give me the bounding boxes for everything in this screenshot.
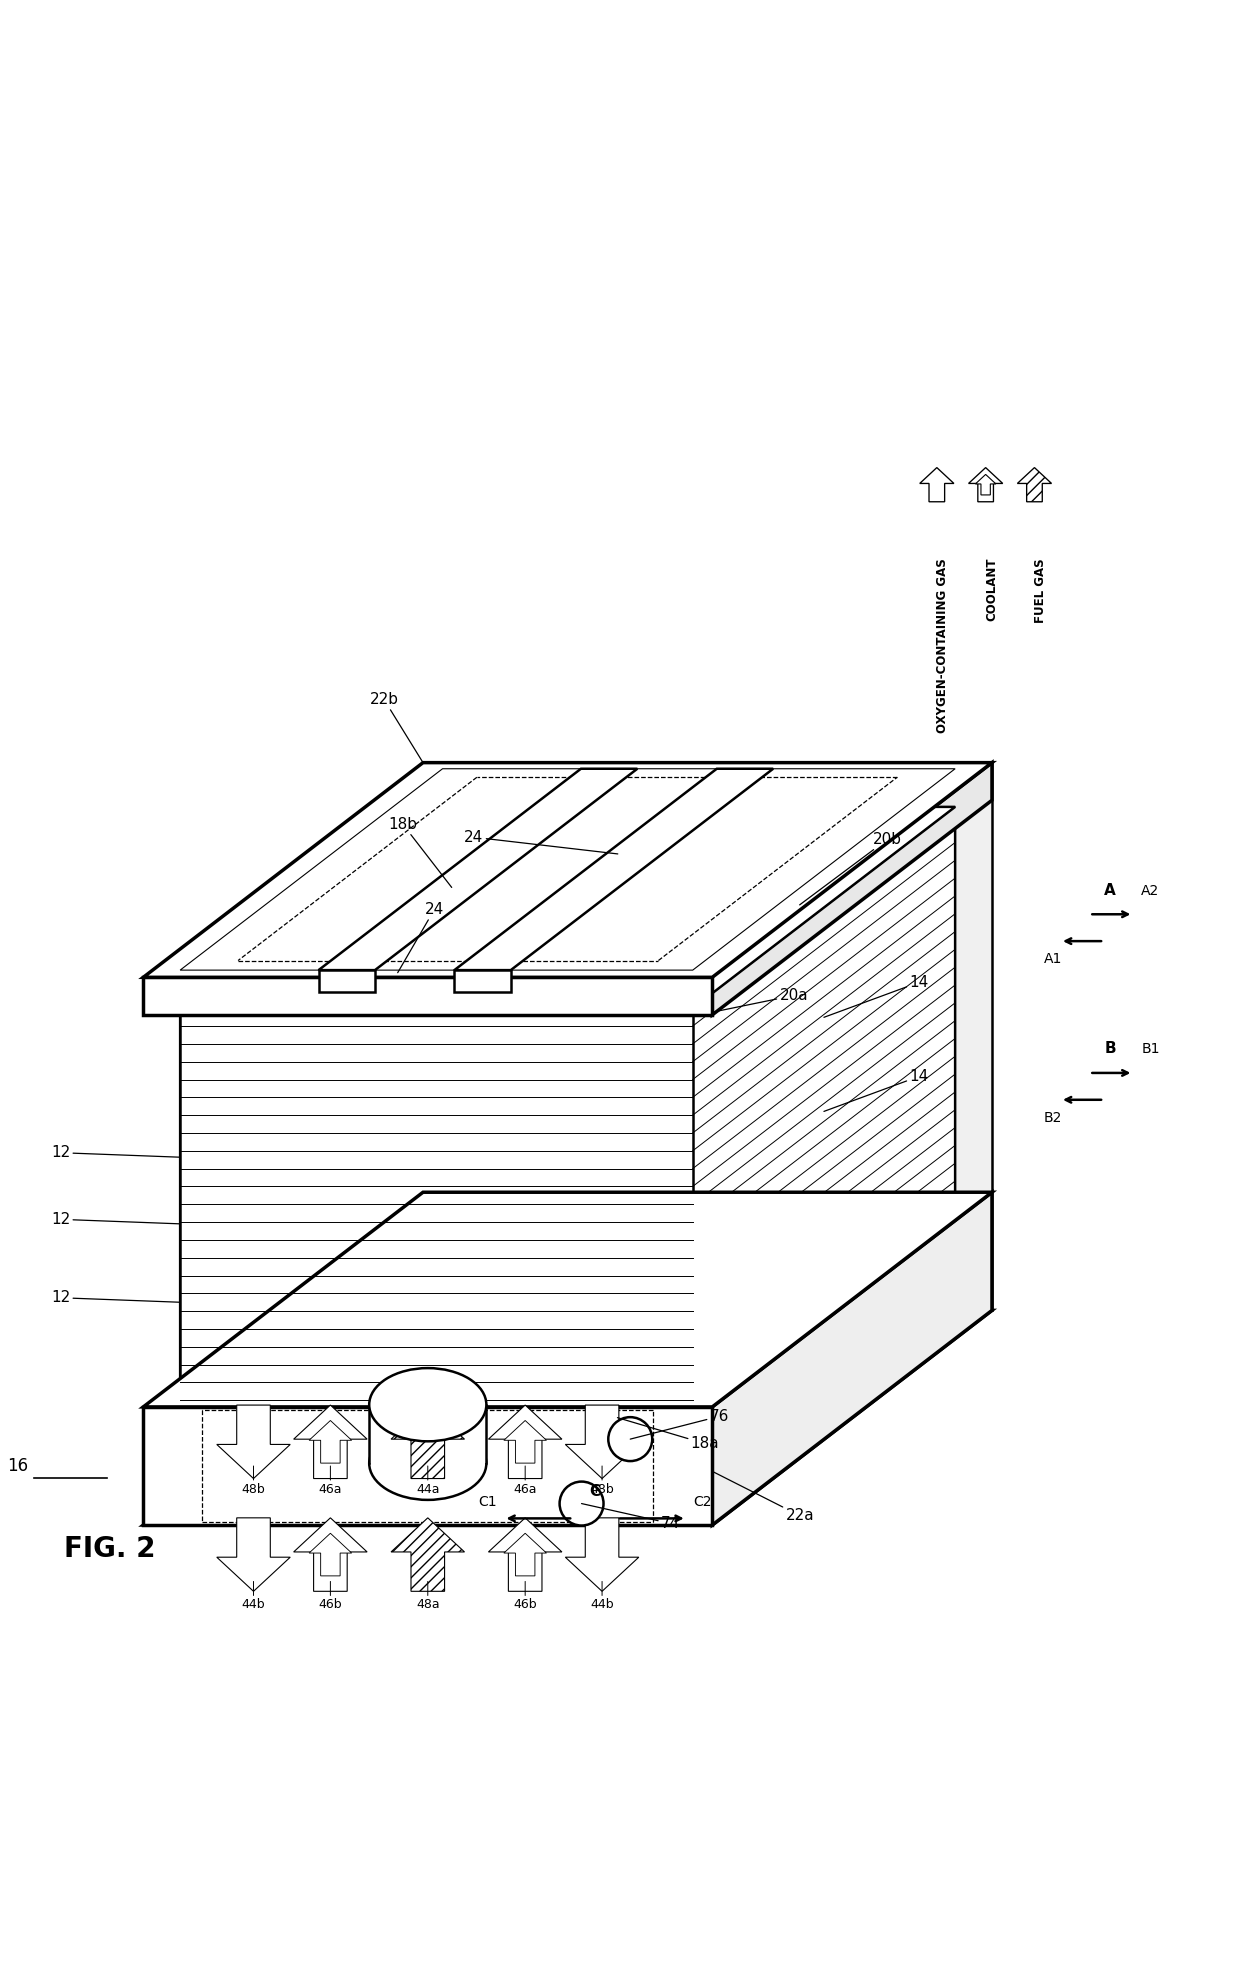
Text: 76: 76 xyxy=(630,1408,729,1440)
Text: 18b: 18b xyxy=(388,818,451,887)
Text: 12: 12 xyxy=(51,1290,180,1305)
Polygon shape xyxy=(503,1533,547,1576)
Text: A1: A1 xyxy=(1044,952,1061,966)
Polygon shape xyxy=(712,1193,992,1525)
Circle shape xyxy=(609,1418,652,1462)
Circle shape xyxy=(559,1481,604,1525)
Polygon shape xyxy=(144,762,992,978)
Polygon shape xyxy=(319,970,374,991)
Polygon shape xyxy=(503,1420,547,1463)
Text: 46b: 46b xyxy=(513,1582,537,1612)
Text: 22b: 22b xyxy=(370,691,423,762)
Polygon shape xyxy=(968,468,1003,502)
Text: B: B xyxy=(1105,1041,1116,1057)
Polygon shape xyxy=(180,808,443,1400)
Text: C2: C2 xyxy=(693,1495,712,1509)
Polygon shape xyxy=(489,1404,562,1479)
Text: 20a: 20a xyxy=(712,988,808,1013)
Text: 44b: 44b xyxy=(590,1582,614,1612)
Text: B2: B2 xyxy=(1044,1110,1061,1124)
Text: C1: C1 xyxy=(479,1495,497,1509)
Text: 44b: 44b xyxy=(242,1582,265,1612)
Polygon shape xyxy=(180,1009,693,1400)
Polygon shape xyxy=(217,1519,290,1592)
Polygon shape xyxy=(391,1519,465,1592)
Text: 44a: 44a xyxy=(417,1465,439,1495)
Text: 24: 24 xyxy=(398,903,444,972)
Text: 20b: 20b xyxy=(800,831,901,905)
Polygon shape xyxy=(454,768,774,970)
Polygon shape xyxy=(1017,468,1052,502)
Ellipse shape xyxy=(370,1369,486,1442)
Polygon shape xyxy=(144,1309,992,1525)
Text: 46a: 46a xyxy=(319,1465,342,1495)
Polygon shape xyxy=(391,1404,465,1479)
Polygon shape xyxy=(976,474,996,496)
Text: FIG. 2: FIG. 2 xyxy=(64,1535,156,1562)
Polygon shape xyxy=(423,762,992,1309)
Text: 48a: 48a xyxy=(415,1582,440,1612)
Text: A: A xyxy=(1105,883,1116,899)
Text: A2: A2 xyxy=(1141,883,1159,899)
Text: 74: 74 xyxy=(582,1503,680,1531)
Polygon shape xyxy=(319,768,637,970)
Polygon shape xyxy=(454,970,511,991)
Text: 46b: 46b xyxy=(319,1582,342,1612)
Polygon shape xyxy=(920,468,954,502)
Polygon shape xyxy=(693,808,955,1400)
Polygon shape xyxy=(294,1404,367,1479)
Text: OXYGEN-CONTAINING GAS: OXYGEN-CONTAINING GAS xyxy=(936,557,950,733)
Polygon shape xyxy=(217,1404,290,1479)
Text: 12: 12 xyxy=(51,1213,180,1226)
Polygon shape xyxy=(309,1533,352,1576)
Polygon shape xyxy=(309,1420,352,1463)
Polygon shape xyxy=(144,978,712,1015)
Text: B1: B1 xyxy=(1141,1043,1159,1057)
Ellipse shape xyxy=(370,1426,486,1499)
Text: 12: 12 xyxy=(51,1146,180,1159)
Bar xyxy=(370,1404,486,1463)
Polygon shape xyxy=(180,808,955,1009)
Polygon shape xyxy=(144,1406,712,1525)
Polygon shape xyxy=(144,1193,992,1406)
Text: 16: 16 xyxy=(7,1458,29,1475)
Polygon shape xyxy=(712,762,992,1015)
Text: 48b: 48b xyxy=(242,1465,265,1495)
Polygon shape xyxy=(565,1404,639,1479)
Text: 24: 24 xyxy=(464,830,618,853)
Text: 22a: 22a xyxy=(712,1471,815,1523)
Text: 14: 14 xyxy=(823,976,929,1017)
Polygon shape xyxy=(565,1519,639,1592)
Text: 46a: 46a xyxy=(513,1465,537,1495)
Polygon shape xyxy=(294,1519,367,1592)
Text: 14: 14 xyxy=(823,1068,929,1112)
Text: C: C xyxy=(589,1485,600,1499)
Text: 18a: 18a xyxy=(618,1418,719,1452)
Text: 48b: 48b xyxy=(590,1465,614,1495)
Polygon shape xyxy=(489,1519,562,1592)
Text: COOLANT: COOLANT xyxy=(986,557,998,622)
Text: FUEL GAS: FUEL GAS xyxy=(1034,557,1047,622)
